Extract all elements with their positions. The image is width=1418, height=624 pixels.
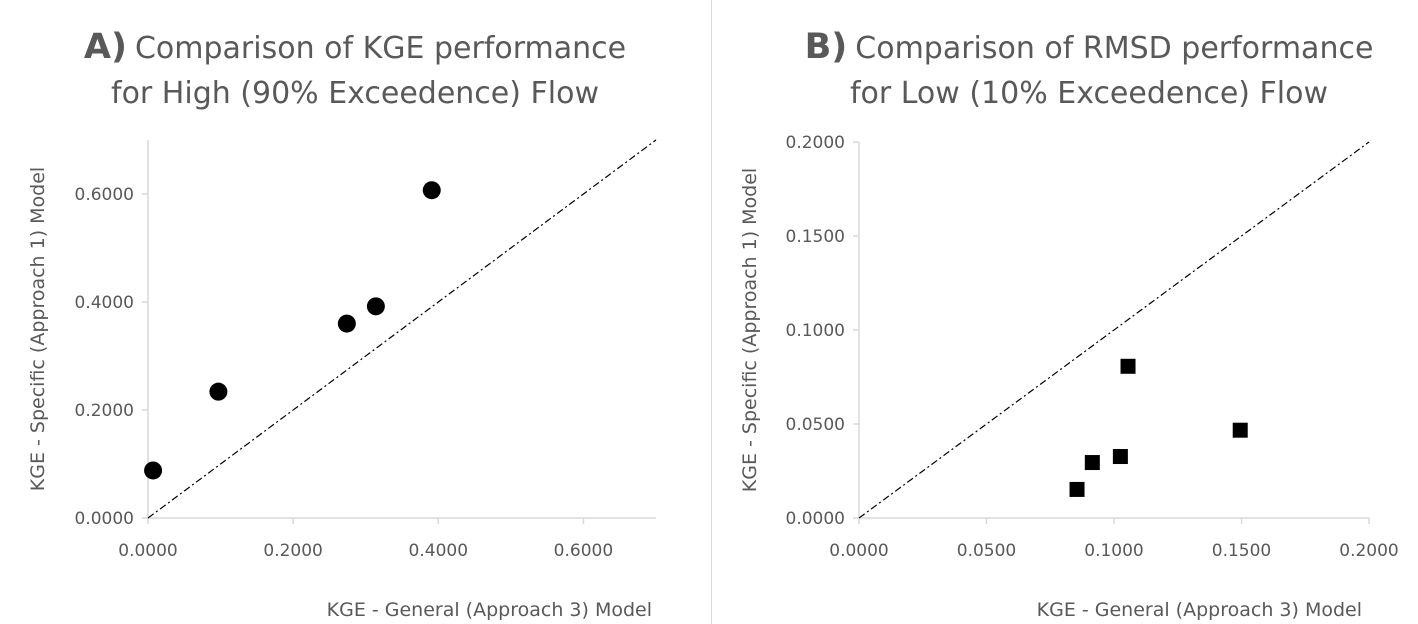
- chart-title-line-1: A) Comparison of KGE performance: [84, 27, 626, 67]
- data-point: [422, 181, 441, 200]
- x-tick-label: 0.1000: [1084, 541, 1143, 561]
- x-tick-label: 0.2000: [263, 541, 322, 561]
- data-point: [209, 382, 228, 401]
- y-tick-label: 0.1000: [786, 321, 845, 341]
- chart-title-text: Comparison of KGE performance: [135, 31, 626, 66]
- x-tick-label: 0.0500: [957, 541, 1016, 561]
- scatter-chart-b: B) Comparison of RMSD performance for Low …: [739, 27, 1399, 621]
- y-tick-label: 0.4000: [75, 293, 134, 313]
- panel-divider: [711, 0, 712, 624]
- data-point: [144, 461, 163, 480]
- x-axis-title: KGE - General (Approach 3) Model: [1037, 599, 1362, 621]
- one-to-one-reference-line: [858, 141, 1370, 519]
- y-tick-label: 0.1500: [786, 227, 845, 247]
- y-axis-title: KGE - Specific (Approach 1) Model: [27, 167, 49, 491]
- y-tick-label: 0.6000: [75, 185, 134, 205]
- data-point: [366, 297, 385, 316]
- x-tick-label: 0.1500: [1212, 541, 1271, 561]
- chart-title-line-2: for High (90% Exceedence) Flow: [111, 76, 599, 111]
- x-tick-label: 0.4000: [409, 541, 468, 561]
- x-tick-label: 0.6000: [554, 541, 613, 561]
- x-tick-label: 0.0000: [118, 541, 177, 561]
- panel-letter: A): [84, 27, 127, 67]
- y-tick-label: 0.0500: [786, 415, 845, 435]
- x-axis-title: KGE - General (Approach 3) Model: [327, 599, 652, 621]
- y-tick-label: 0.2000: [786, 133, 845, 153]
- x-tick-label: 0.2000: [1339, 541, 1398, 561]
- data-point: [1232, 422, 1248, 438]
- chart-title-text: Comparison of RMSD performance: [855, 31, 1373, 66]
- scatter-chart-a: A) Comparison of KGE performance for High …: [27, 27, 657, 621]
- data-point: [1069, 481, 1085, 497]
- y-tick-label: 0.2000: [75, 401, 134, 421]
- y-tick-label: 0.0000: [75, 509, 134, 529]
- chart-title-line-2: for Low (10% Exceedence) Flow: [850, 76, 1328, 111]
- data-point: [337, 314, 356, 333]
- y-tick-label: 0.0000: [786, 509, 845, 529]
- data-point: [1084, 455, 1100, 471]
- chart-panel-b: B) Comparison of RMSD performance for Low …: [712, 0, 1418, 624]
- chart-title-line-1: B) Comparison of RMSD performance: [805, 27, 1374, 67]
- one-to-one-reference-line: [147, 139, 657, 519]
- panel-letter: B): [805, 27, 848, 67]
- data-point: [1120, 358, 1136, 374]
- data-point: [1112, 449, 1128, 465]
- x-tick-label: 0.0000: [829, 541, 888, 561]
- y-axis-title: KGE - Specific (Approach 1) Model: [739, 168, 761, 492]
- chart-panel-a: A) Comparison of KGE performance for High …: [27, 27, 657, 621]
